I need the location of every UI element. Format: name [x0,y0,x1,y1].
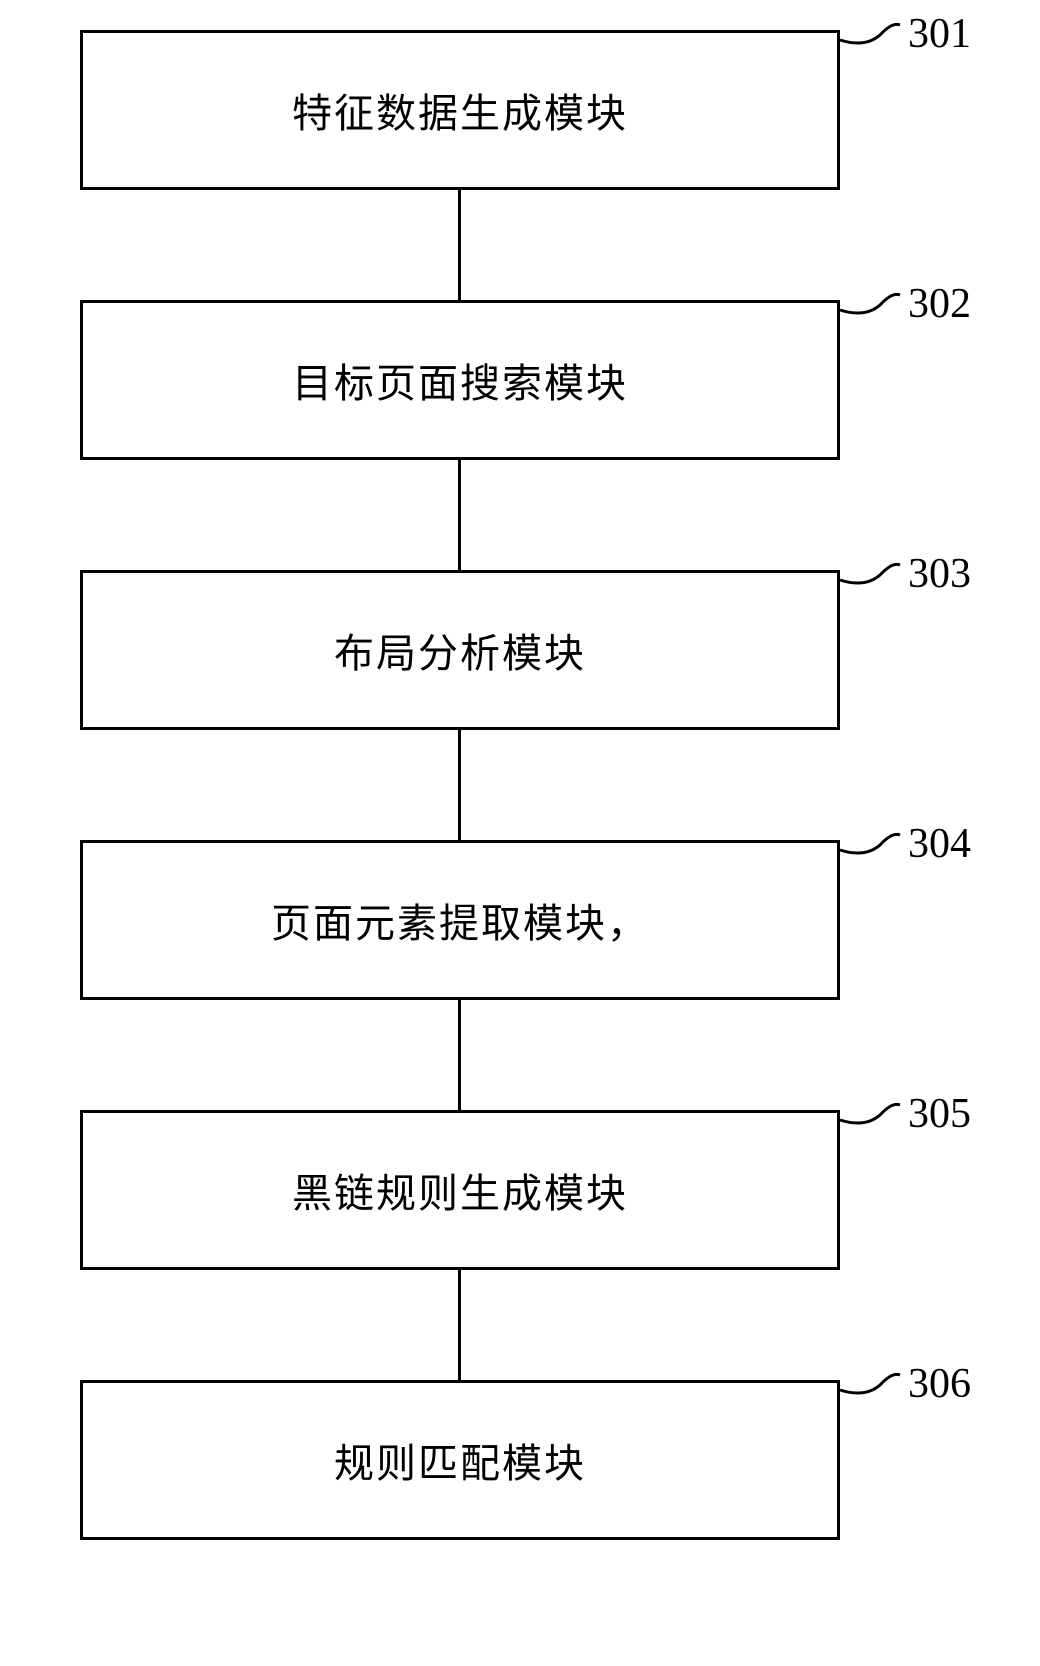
node-label: 303 [908,550,971,598]
node-label: 304 [908,820,971,868]
node-label: 305 [908,1090,971,1138]
node-label: 301 [908,10,971,58]
callout-curve [80,30,980,1630]
node-label: 302 [908,280,971,328]
node-label: 306 [908,1360,971,1408]
